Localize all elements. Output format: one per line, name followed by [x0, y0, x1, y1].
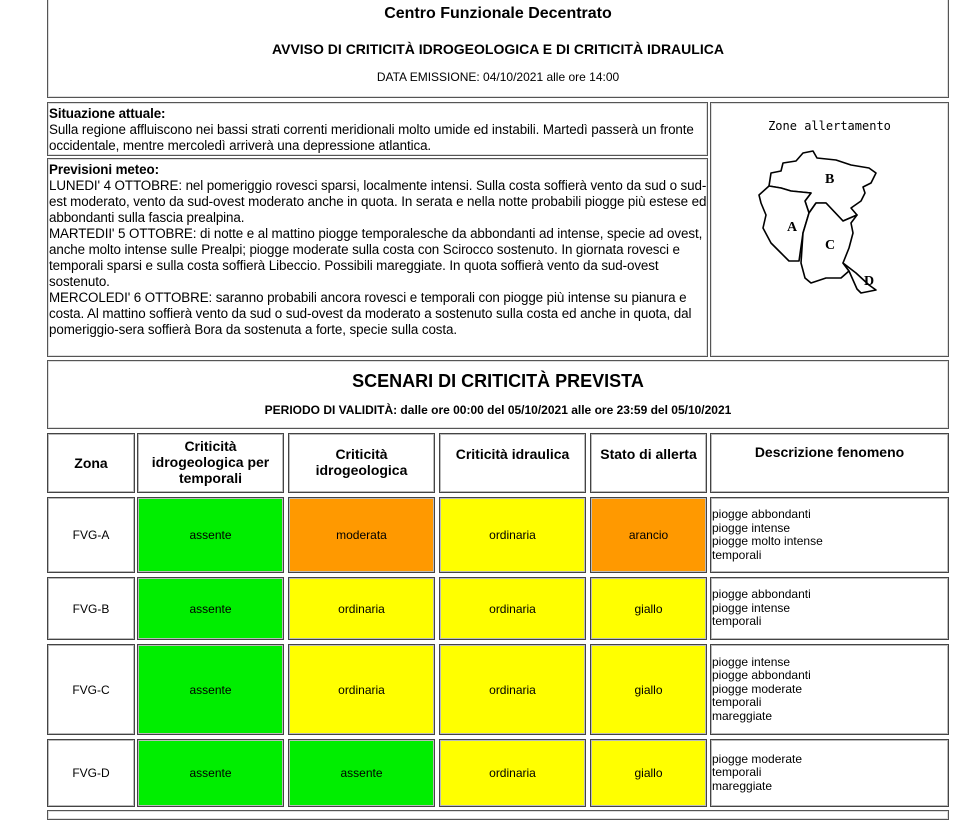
- cell-alert-status: giallo: [590, 644, 707, 735]
- description-item: piogge intense: [712, 520, 791, 535]
- description-item: temporali: [712, 547, 762, 562]
- cell-hydrogeological-criticality: moderata: [288, 497, 435, 573]
- zone-map: B A C D: [758, 150, 877, 294]
- description-item: temporali: [712, 695, 762, 710]
- issue-date: DATA EMISSIONE: 04/10/2021 alle ore 14:0…: [376, 70, 620, 84]
- validity-period: PERIODO DI VALIDITÀ: dalle ore 00:00 del…: [264, 403, 732, 417]
- cell-hydraulic-criticality: ordinaria: [439, 739, 586, 807]
- description-item: temporali: [712, 765, 762, 780]
- header-box: Centro Funzionale Decentrato AVVISO DI C…: [47, 0, 949, 98]
- description-item: piogge molto intense: [712, 534, 823, 548]
- cell-thunderstorm-criticality: assente: [137, 497, 284, 573]
- cell-hydrogeological-criticality: ordinaria: [288, 577, 435, 640]
- description-item: mareggiate: [712, 778, 773, 793]
- forecast-heading: Previsioni meteo:: [49, 162, 159, 177]
- zone-a-shape: [758, 185, 812, 262]
- cell-zone: FVG-D: [47, 739, 135, 807]
- description-list: piogge abbondanti piogge intense piogge mo…: [712, 507, 823, 562]
- cell-thunderstorm-criticality: assente: [137, 644, 284, 735]
- scenari-box: SCENARI DI CRITICITÀ PREVISTA PERIODO DI…: [47, 360, 949, 429]
- header-hydrogeological-criticality: Criticità idrogeologica: [288, 433, 435, 493]
- cell-thunderstorm-criticality: assente: [137, 577, 284, 640]
- page-title: Centro Funzionale Decentrato: [384, 5, 612, 22]
- description-item: temporali: [712, 614, 762, 629]
- zone-d-shape: [842, 262, 877, 294]
- description-item: piogge moderate: [712, 751, 803, 766]
- description-list: piogge moderate temporali mareggiate: [712, 751, 803, 794]
- description-list: piogge abbondanti piogge intense temporali: [712, 588, 811, 629]
- situation-box: Situazione attuale: Sulla regione afflui…: [47, 102, 708, 156]
- description-item: piogge abbondanti: [712, 668, 811, 683]
- forecast-tuesday: MARTEDII' 5 OTTOBRE: di notte e al matti…: [49, 226, 703, 289]
- page-subtitle: AVVISO DI CRITICITÀ IDROGEOLOGICA E DI C…: [272, 41, 724, 57]
- forecast-box: Previsioni meteo: LUNEDI' 4 OTTOBRE: nel…: [47, 158, 708, 357]
- cell-zone: FVG-B: [47, 577, 135, 640]
- description-item: piogge abbondanti: [712, 587, 811, 602]
- description-item: piogge intense: [712, 600, 791, 615]
- description-item: mareggiate: [712, 708, 773, 723]
- map-label-b: B: [825, 172, 834, 187]
- scenari-title: SCENARI DI CRITICITÀ PREVISTA: [352, 371, 644, 391]
- cell-hydraulic-criticality: ordinaria: [439, 577, 586, 640]
- cell-description: piogge abbondanti piogge intense piogge mo…: [710, 497, 949, 573]
- description-item: piogge moderate: [712, 681, 803, 696]
- header-hydraulic-criticality: Criticità idraulica: [439, 433, 586, 493]
- cell-alert-status: giallo: [590, 739, 707, 807]
- situation-text: Sulla regione affluiscono nei bassi stra…: [49, 122, 694, 153]
- cell-hydrogeological-criticality: ordinaria: [288, 644, 435, 735]
- forecast-monday: LUNEDI' 4 OTTOBRE: nel pomeriggio rovesc…: [49, 178, 707, 225]
- header-thunderstorm-criticality: Criticità idrogeologica per temporali: [137, 433, 284, 493]
- cell-zone: FVG-C: [47, 644, 135, 735]
- header-description: Descrizione fenomeno: [710, 433, 949, 493]
- description-item: piogge abbondanti: [712, 507, 811, 521]
- map-title: Zone allertamento: [768, 119, 891, 133]
- description-list: piogge intense piogge abbondanti piogge mo…: [712, 654, 811, 724]
- cell-thunderstorm-criticality: assente: [137, 739, 284, 807]
- forecast-wednesday: MERCOLEDI' 6 OTTOBRE: saranno probabili …: [49, 290, 692, 337]
- header-alert-status: Stato di allerta: [590, 433, 707, 493]
- cell-description: piogge moderate temporali mareggiate: [710, 739, 949, 807]
- header-zone: Zona: [47, 433, 135, 493]
- cell-hydraulic-criticality: ordinaria: [439, 644, 586, 735]
- cell-description: piogge intense piogge abbondanti piogge mo…: [710, 644, 949, 735]
- map-box: Zone allertamento B A C D: [710, 102, 949, 357]
- situation-heading: Situazione attuale:: [49, 106, 166, 121]
- map-label-d: D: [864, 274, 874, 289]
- cell-alert-status: giallo: [590, 577, 707, 640]
- description-item: piogge intense: [712, 654, 791, 669]
- map-label-a: A: [787, 220, 798, 235]
- cell-hydrogeological-criticality: assente: [288, 739, 435, 807]
- cell-alert-status: arancio: [590, 497, 707, 573]
- cell-zone: FVG-A: [47, 497, 135, 573]
- map-label-c: C: [825, 238, 835, 253]
- cell-description: piogge abbondanti piogge intense temporali: [710, 577, 949, 640]
- cell-hydraulic-criticality: ordinaria: [439, 497, 586, 573]
